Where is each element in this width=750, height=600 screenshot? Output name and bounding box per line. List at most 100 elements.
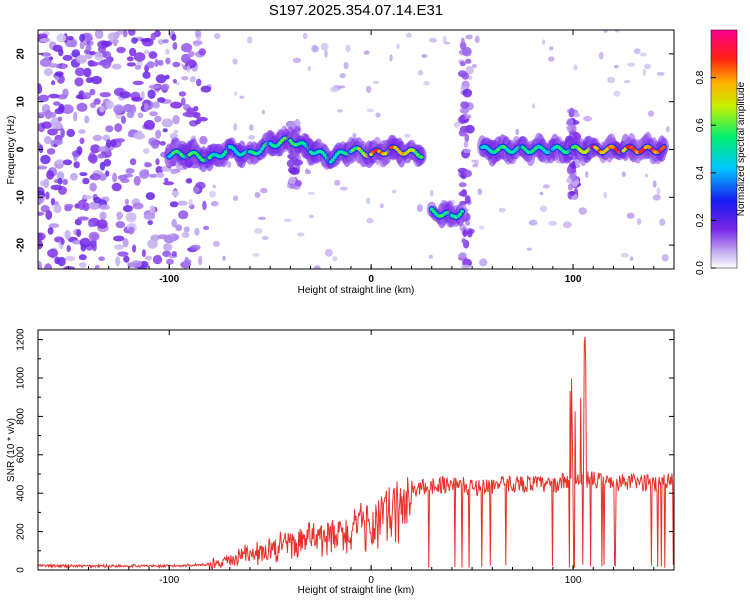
heatmap-speckle <box>193 43 200 47</box>
heatmap-speckle <box>498 207 506 213</box>
heatmap-speckle <box>85 45 92 52</box>
heatmap-speckle <box>421 54 428 58</box>
heatmap-speckle <box>89 182 97 192</box>
heatmap-speckle <box>91 75 102 85</box>
heatmap-speckle <box>70 172 78 181</box>
ridge-core <box>458 212 462 217</box>
heatmap-speckle <box>170 101 183 109</box>
heatmap-speckle <box>143 119 155 130</box>
heatmap-speckle <box>113 104 125 114</box>
heatmap-speckle <box>181 76 189 81</box>
heatmap-speckle <box>115 256 121 267</box>
heatmap-speckle <box>343 61 349 70</box>
heatmap-speckle <box>145 192 156 201</box>
heatmap-speckle <box>363 50 370 55</box>
ridge-core <box>260 147 265 151</box>
spectrogram-xlabel: Height of straight line (km) <box>298 285 415 296</box>
heatmap-speckle <box>115 221 126 229</box>
heatmap-speckle <box>64 229 71 240</box>
heatmap-speckle <box>43 68 53 77</box>
heatmap-speckle <box>43 136 52 145</box>
colorbar-tick-label: 0.4 <box>695 165 706 179</box>
heatmap-speckle <box>56 33 67 43</box>
colorbar-tick-label: 0.8 <box>695 70 706 84</box>
heatmap-speckle <box>190 244 201 251</box>
heatmap-speckle <box>541 39 546 46</box>
heatmap-speckle <box>286 159 295 168</box>
heatmap-speckle <box>379 203 384 209</box>
heatmap-speckle <box>111 63 122 70</box>
heatmap-speckle <box>152 254 163 265</box>
heatmap-speckle <box>337 109 343 113</box>
heatmap-speckle <box>105 100 114 110</box>
heatmap-speckle <box>178 210 189 220</box>
heatmap-speckle <box>90 102 96 109</box>
heatmap-speckle <box>119 91 131 99</box>
heatmap-speckle <box>284 218 292 222</box>
heatmap-speckle <box>121 115 126 124</box>
heatmap-speckle <box>254 192 261 198</box>
heatmap-speckle <box>160 83 170 91</box>
heatmap-speckle <box>185 178 193 184</box>
snr-ylabel: SNR (10 * v/v) <box>6 418 17 482</box>
heatmap-speckle <box>307 191 315 195</box>
x-tick-label: 0 <box>368 575 374 586</box>
heatmap-speckle <box>67 36 74 41</box>
heatmap-speckle <box>339 73 346 79</box>
heatmap-speckle <box>261 235 269 241</box>
heatmap-speckle <box>40 154 51 165</box>
heatmap-speckle <box>57 256 66 267</box>
heatmap-speckle <box>307 65 311 72</box>
heatmap-speckle <box>122 205 133 213</box>
heatmap-speckle <box>183 226 190 233</box>
heatmap-speckle <box>261 109 265 115</box>
heatmap-speckle <box>47 227 54 235</box>
ridge-core <box>322 153 327 157</box>
heatmap-speckle <box>116 211 123 220</box>
heatmap-speckle <box>38 94 49 103</box>
heatmap-speckle <box>442 35 447 44</box>
colorbar-gradient <box>711 30 737 268</box>
heatmap-speckle <box>567 183 574 191</box>
heatmap-speckle <box>531 103 536 109</box>
heatmap-speckle <box>154 115 162 123</box>
heatmap-speckle <box>79 137 85 145</box>
heatmap-speckle <box>157 59 164 66</box>
heatmap-speckle <box>598 52 604 60</box>
heatmap-speckle <box>58 106 65 112</box>
heatmap-speckle <box>143 49 150 55</box>
heatmap-speckle <box>232 58 238 65</box>
heatmap-speckle <box>75 54 87 64</box>
ridge-core <box>231 147 236 151</box>
heatmap-speckle <box>453 121 461 128</box>
heatmap-speckle <box>461 264 471 269</box>
heatmap-speckle <box>187 50 195 58</box>
heatmap-speckle <box>148 173 158 178</box>
heatmap-speckle <box>38 211 45 216</box>
heatmap-speckle <box>38 232 43 242</box>
heatmap-speckle <box>56 94 68 100</box>
heatmap-speckle <box>639 52 647 57</box>
heatmap-speckle <box>103 158 112 167</box>
y-tick-label: 20 <box>16 48 27 60</box>
heatmap-speckle <box>332 256 338 262</box>
heatmap-speckle <box>416 204 423 213</box>
heatmap-speckle <box>324 49 328 58</box>
ridge-core <box>332 155 337 159</box>
heatmap-speckle <box>460 114 466 122</box>
heatmap-speckle <box>366 108 374 113</box>
heatmap-speckle <box>297 232 305 237</box>
heatmap-speckle <box>194 227 200 236</box>
heatmap-speckle <box>41 121 53 129</box>
heatmap-speckle <box>465 220 471 226</box>
heatmap-speckle <box>222 255 226 261</box>
heatmap-speckle <box>528 219 538 226</box>
heatmap-speckle <box>389 54 393 62</box>
heatmap-speckle <box>163 235 175 244</box>
heatmap-speckle <box>163 243 173 252</box>
heatmap-speckle <box>143 148 150 155</box>
heatmap-speckle <box>665 126 670 133</box>
heatmap-speckle <box>38 112 48 117</box>
heatmap-speckle <box>56 171 65 181</box>
heatmap-speckle <box>458 191 466 197</box>
